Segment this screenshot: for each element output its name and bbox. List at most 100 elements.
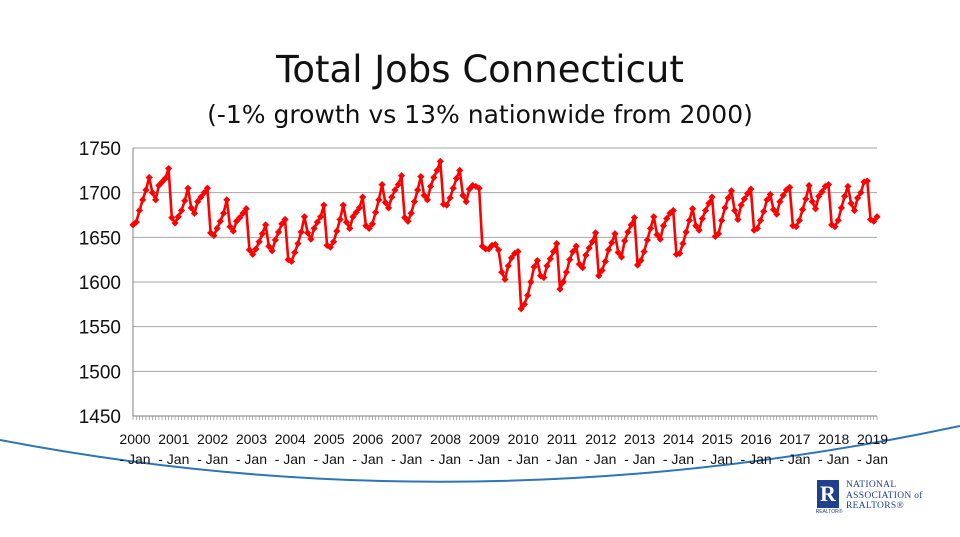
data-point [300, 213, 309, 221]
data-point [870, 217, 878, 225]
data-point [507, 254, 516, 262]
data-point [873, 213, 881, 221]
x-tick-label-year: 2019 [857, 431, 888, 447]
y-tick-labels: 1450 1500 1550 1600 1650 1700 1750 [79, 139, 121, 428]
x-tick-label-year: 2011 [547, 431, 577, 447]
data-point [569, 248, 577, 256]
data-point [265, 242, 273, 250]
x-tick-label-year: 2018 [818, 431, 849, 447]
data-point [669, 206, 677, 215]
data-point [459, 191, 467, 199]
data-point [430, 173, 438, 182]
data-point [164, 164, 173, 173]
data-point [197, 193, 205, 201]
data-point [388, 193, 396, 201]
data-point [329, 238, 338, 246]
data-point [850, 206, 858, 215]
x-tick-label-month: - Jan [236, 451, 267, 467]
data-point [427, 182, 435, 191]
data-point [763, 196, 771, 204]
data-point [811, 205, 820, 213]
data-point [608, 239, 616, 247]
data-point [132, 218, 140, 226]
data-point [617, 253, 626, 261]
data-point [540, 273, 548, 282]
data-point [184, 184, 192, 192]
data-point [394, 181, 402, 189]
x-tick-label-year: 2005 [314, 431, 345, 447]
data-point [187, 204, 195, 212]
data-point [174, 213, 182, 221]
x-tick-label-month: - Jan [508, 451, 539, 467]
data-point [630, 214, 638, 222]
data-point [414, 186, 422, 194]
x-tick-label-year: 2001 [158, 431, 189, 447]
data-point [336, 215, 344, 224]
x-tick-label-month: - Jan [314, 451, 345, 467]
data-point [148, 189, 157, 197]
data-point [588, 238, 596, 246]
data-point [805, 181, 813, 190]
data-point [346, 224, 354, 232]
x-tick-label-month: - Jan [469, 451, 500, 467]
series-total-jobs [129, 157, 881, 313]
data-point [695, 226, 703, 234]
data-point [365, 224, 373, 232]
data-point [734, 215, 742, 224]
data-point [391, 186, 399, 194]
data-point [604, 246, 613, 254]
data-point [818, 188, 826, 196]
data-point [698, 214, 706, 223]
x-tick-label-year: 2013 [624, 431, 655, 447]
data-point [410, 198, 419, 206]
data-point [808, 198, 816, 206]
data-point [815, 192, 823, 200]
data-point [326, 243, 334, 251]
data-point [397, 172, 406, 180]
data-point [226, 223, 234, 231]
data-point [724, 194, 732, 202]
data-point [333, 227, 341, 235]
data-point [776, 198, 784, 206]
x-tick-label-month: - Jan [430, 451, 461, 467]
decorative-arc-curve [0, 425, 960, 483]
data-point [714, 230, 723, 238]
data-point [740, 195, 748, 203]
data-point [747, 185, 755, 193]
y-tick-label: 1600 [79, 273, 121, 294]
data-point [262, 221, 270, 229]
x-tick-label-month: - Jan [779, 451, 810, 467]
data-point [530, 263, 538, 271]
data-point [423, 196, 431, 204]
data-point [517, 305, 525, 313]
data-point [786, 183, 794, 191]
data-point [750, 226, 758, 234]
data-point [559, 278, 567, 286]
data-point [624, 228, 632, 236]
data-point [831, 223, 839, 231]
data-point [524, 291, 532, 299]
data-point [139, 196, 147, 204]
data-point [773, 210, 781, 218]
x-tick-label-year: 2016 [741, 431, 772, 447]
data-point [789, 222, 797, 230]
data-point [753, 224, 761, 232]
data-point [591, 229, 600, 237]
data-point [252, 245, 260, 253]
x-tick-label-year: 2008 [430, 431, 461, 447]
data-point [239, 209, 247, 217]
data-point [135, 206, 144, 215]
data-point [504, 262, 512, 270]
x-tick-label-month: - Jan [352, 451, 383, 467]
data-point [847, 199, 855, 207]
data-point [643, 236, 651, 244]
data-point [194, 198, 202, 206]
data-point [611, 230, 619, 238]
data-point [284, 256, 292, 264]
data-point [475, 184, 483, 192]
data-point [646, 224, 655, 232]
data-point [323, 241, 331, 249]
y-tick-label: 1650 [79, 228, 121, 249]
data-point [355, 204, 364, 212]
data-point [449, 184, 457, 192]
